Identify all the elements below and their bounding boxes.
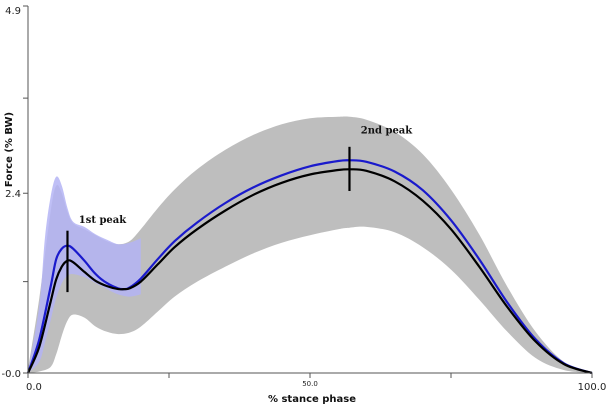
confidence-bands <box>28 116 592 374</box>
peak-label-1: 1st peak <box>79 215 128 226</box>
y-tick-label: 2.4 <box>5 189 21 200</box>
peak-label-2: 2nd peak <box>361 125 414 136</box>
y-tick-label: 4.9 <box>5 6 21 17</box>
x-tick-label: 50.0 <box>302 380 318 388</box>
x-tick-label: 100.0 <box>578 382 607 393</box>
peak-markers: 1st peak 2nd peak <box>66 125 414 293</box>
ticks: 0.0 50.0 100.0 -0.0 2.4 4.9 <box>1 5 607 393</box>
blue_band-area <box>28 176 141 373</box>
x-axis-title: % stance phase <box>268 394 356 405</box>
x-tick-label: 0.0 <box>26 382 42 393</box>
y-tick-label: -0.0 <box>1 369 21 380</box>
y-axis-title: Force (% BW) <box>4 112 15 187</box>
